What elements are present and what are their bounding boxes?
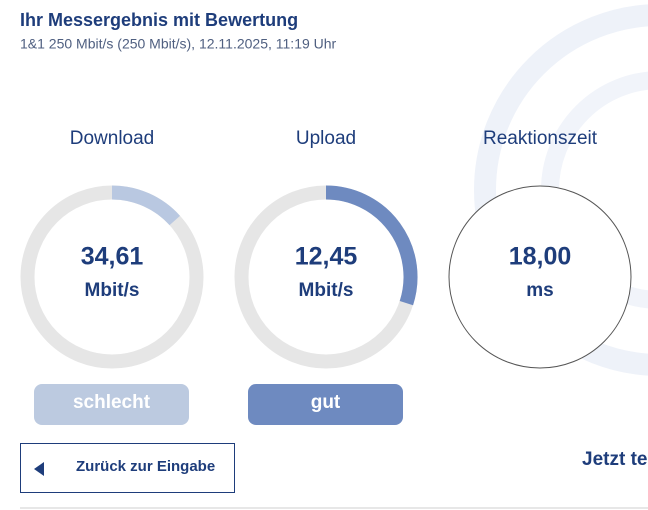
gauge-label: Reaktionszeit xyxy=(483,128,598,149)
back-button[interactable]: Zurück zur Eingabe xyxy=(20,443,235,493)
rating-text: schlecht xyxy=(73,392,151,413)
page-title: Ihr Messergebnis mit Bewertung xyxy=(20,10,298,30)
gauge-arc xyxy=(111,185,181,226)
back-arrow xyxy=(34,462,44,476)
gauge-unit: ms xyxy=(526,280,553,301)
rating-text: gut xyxy=(311,392,341,413)
gauge-label: Download xyxy=(70,128,155,149)
gauge-value: 34,61 xyxy=(81,243,144,271)
download-gauge: Download 34,61 Mbit/s schlecht xyxy=(20,128,204,425)
button-frame[interactable] xyxy=(20,443,235,493)
page-subtitle: 1&1 250 Mbit/s (250 Mbit/s), 12.11.2025,… xyxy=(20,36,337,52)
next-link[interactable]: Jetzt te xyxy=(582,449,647,470)
background-logo xyxy=(474,4,648,376)
gauge-label: Upload xyxy=(296,128,356,149)
gauge-arc xyxy=(325,185,418,306)
gauge-value: 12,45 xyxy=(295,243,358,271)
latency-gauge: Reaktionszeit 18,00 ms xyxy=(448,128,632,369)
upload-gauge: Upload 12,45 Mbit/s gut xyxy=(234,128,418,425)
gauge-outline xyxy=(448,185,632,369)
rating-badge xyxy=(248,384,403,425)
gauge-unit: Mbit/s xyxy=(85,280,140,301)
gauge-unit: Mbit/s xyxy=(299,280,354,301)
rating-badge xyxy=(34,384,189,425)
button-label[interactable]: Zurück zur Eingabe xyxy=(76,458,215,475)
gauge-value: 18,00 xyxy=(509,243,572,271)
